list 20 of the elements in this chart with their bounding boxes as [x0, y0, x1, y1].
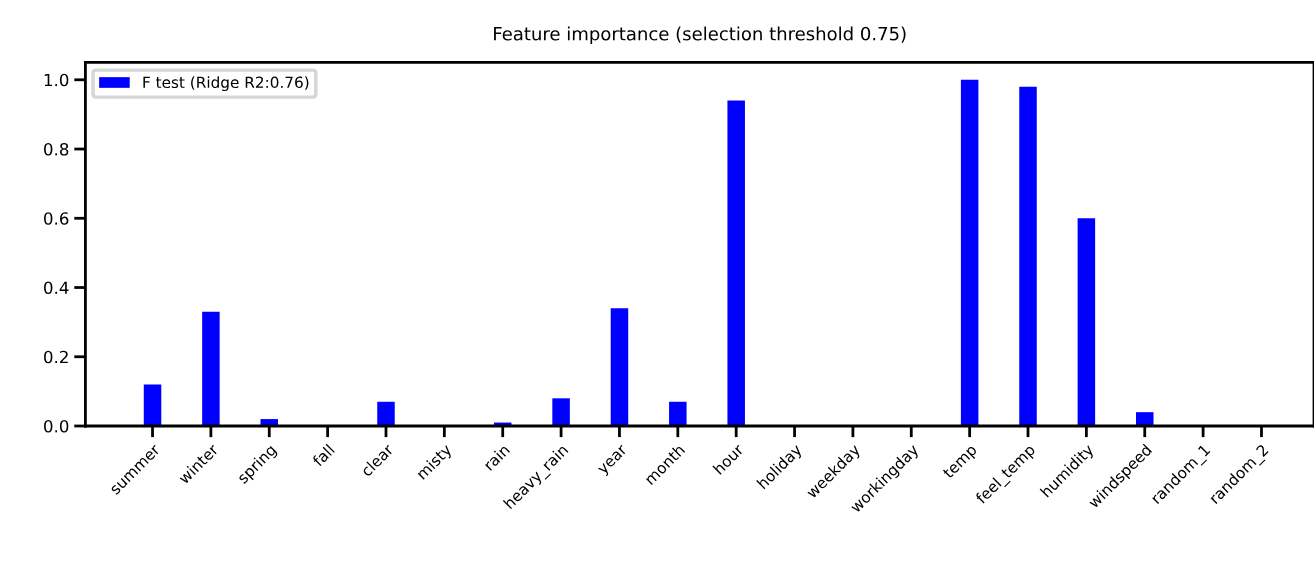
chart-title: Feature importance (selection threshold 0.75): [494, 26, 906, 45]
bar: [377, 401, 395, 426]
bar: [1135, 412, 1154, 426]
legend-label: F test (Ridge R2:0.76): [143, 76, 309, 92]
y-tick-label: 0.2: [44, 350, 68, 364]
bar: [610, 308, 629, 426]
bar: [1019, 86, 1037, 426]
bar: [1077, 218, 1096, 426]
x-tick-label: fall: [311, 443, 335, 468]
y-tick-label: 0.6: [44, 212, 69, 225]
y-tick-label: 0.0: [44, 419, 69, 433]
bar: [143, 384, 162, 426]
bar: [960, 79, 979, 426]
y-tick-label: 0.8: [44, 142, 69, 156]
bar: [202, 311, 220, 426]
y-tick-label: 0.4: [44, 281, 69, 295]
bar: [552, 398, 570, 426]
bar: [727, 100, 745, 426]
bar: [669, 401, 687, 426]
y-tick-label: 1.0: [44, 73, 69, 87]
